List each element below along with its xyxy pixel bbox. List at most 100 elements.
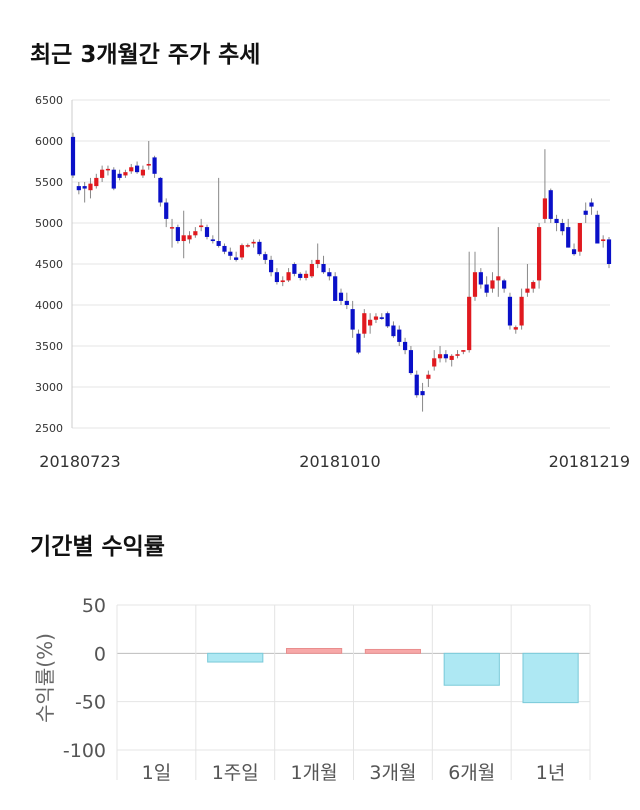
y-tick-label: 4500: [35, 258, 63, 271]
candle-body: [595, 214, 600, 244]
candle-body: [385, 313, 390, 327]
candle-body: [432, 358, 437, 367]
candle-body: [478, 272, 483, 285]
y-tick-label: 5500: [35, 176, 63, 189]
category-label: 1주일: [212, 762, 259, 784]
candle-body: [117, 173, 122, 178]
y-tick-label: 3000: [35, 381, 63, 394]
candle-body: [548, 190, 553, 219]
candle-body: [164, 202, 169, 219]
candle-body: [82, 186, 87, 189]
candle-body: [222, 245, 227, 252]
y-tick-label: 50: [82, 595, 106, 617]
candle-body: [134, 165, 140, 173]
candle-body: [263, 254, 268, 260]
candle-body: [467, 296, 472, 351]
candle-body: [321, 264, 326, 273]
candle-body: [245, 245, 250, 247]
return-bar: [364, 648, 422, 654]
candle-body: [577, 223, 582, 252]
y-tick-label: -50: [75, 692, 106, 714]
candle-body: [566, 227, 571, 248]
candle-body: [571, 249, 577, 255]
candle-body: [484, 284, 489, 293]
candle-body: [234, 257, 239, 260]
candle-body: [251, 241, 256, 244]
candle-body: [560, 223, 565, 232]
candle-body: [601, 239, 606, 242]
candle-body: [379, 317, 384, 319]
candle-body: [228, 251, 233, 256]
candle-body: [123, 172, 128, 176]
y-tick-label: 5000: [35, 217, 63, 230]
candle-body: [333, 276, 338, 301]
candle-body: [298, 273, 303, 278]
y-tick-label: -100: [63, 740, 106, 762]
candle-body: [402, 341, 408, 351]
candlestick-chart: 2500 3000 3500 4000 4500 5000 5500 6000 6500 2018…: [35, 94, 630, 471]
candle-body: [531, 282, 536, 289]
candle-body: [368, 319, 373, 326]
candle-body: [362, 313, 367, 334]
x-tick-label: 20181010: [299, 452, 380, 471]
candle-body: [70, 136, 76, 176]
candle-body: [94, 177, 99, 187]
candle-body: [426, 374, 431, 379]
returns-title: 기간별 수익률: [30, 534, 165, 560]
candle-body: [461, 350, 466, 352]
candle-body: [303, 273, 309, 278]
y-tick-label: 0: [94, 643, 106, 665]
candle-body: [356, 333, 361, 353]
price-trend-title: 최근 3개월간 주가 추세: [30, 42, 261, 68]
return-bar: [522, 652, 579, 704]
candle-body: [542, 198, 548, 219]
candle-body: [589, 202, 594, 207]
candle-body: [140, 169, 146, 176]
category-label: 1일: [142, 762, 172, 784]
category-label: 1년: [536, 762, 566, 784]
candle-body: [204, 227, 210, 237]
candle-body: [175, 227, 180, 242]
candle-body: [158, 177, 163, 203]
candle-body: [152, 157, 157, 174]
y-axis-title: 수익률(%): [33, 633, 57, 723]
candle-body: [199, 225, 204, 228]
candle-body: [525, 288, 530, 293]
candle-body: [286, 272, 291, 281]
candle-body: [490, 280, 495, 289]
category-label: 3개월: [369, 762, 416, 784]
candle-body: [496, 276, 501, 281]
candle-body: [111, 169, 116, 189]
candle-body: [216, 241, 221, 246]
candle-body: [449, 355, 454, 360]
y-tick-label: 2500: [35, 422, 63, 435]
candle-body: [507, 296, 513, 326]
return-bar: [207, 652, 264, 663]
candle-body: [437, 354, 443, 359]
candle-body: [274, 272, 280, 283]
candle-body: [536, 227, 542, 281]
candle-body: [169, 227, 175, 229]
y-tick-label: 4000: [35, 299, 63, 312]
candle-body: [414, 374, 419, 396]
candle-body: [181, 235, 186, 242]
y-tick-label: 3500: [35, 340, 63, 353]
candle-body: [210, 239, 215, 242]
candle-body: [257, 241, 262, 255]
candle-body: [420, 391, 425, 396]
candle-body: [391, 325, 396, 337]
y-tick-label: 6500: [35, 94, 63, 107]
candle-body: [239, 245, 245, 258]
x-tick-label: 20180723: [39, 452, 120, 471]
candle-body: [280, 280, 285, 283]
candle-body: [315, 259, 320, 264]
candle-body: [554, 218, 559, 223]
candle-body: [146, 163, 151, 166]
candle-body: [397, 329, 402, 342]
candle-body: [268, 259, 274, 273]
candle-body: [129, 167, 134, 172]
return-bar: [443, 652, 500, 686]
candle-body: [606, 239, 612, 264]
candle-body: [327, 272, 332, 277]
